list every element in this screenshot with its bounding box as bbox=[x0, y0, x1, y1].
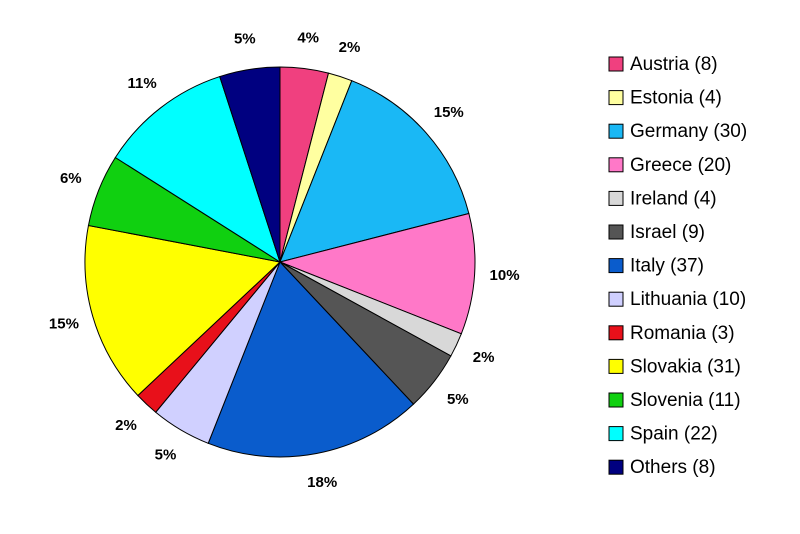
slice-label: 15% bbox=[434, 104, 464, 121]
pie-slice bbox=[114, 75, 281, 264]
legend-swatch bbox=[608, 224, 624, 240]
slice-label: 2% bbox=[115, 417, 137, 434]
slice-label: 2% bbox=[339, 39, 361, 56]
pie-slice bbox=[84, 224, 282, 397]
legend-swatch bbox=[608, 291, 624, 307]
legend-swatch bbox=[608, 459, 624, 475]
legend-label: Slovenia (11) bbox=[630, 390, 741, 411]
legend-swatch bbox=[608, 358, 624, 374]
legend-label: Israel (9) bbox=[630, 222, 705, 243]
slice-label: 5% bbox=[447, 391, 469, 408]
legend-label: Estonia (4) bbox=[630, 88, 722, 109]
slice-label: 2% bbox=[473, 349, 495, 366]
legend-swatch bbox=[608, 258, 624, 274]
slice-label: 5% bbox=[234, 31, 256, 48]
legend-label: Ireland (4) bbox=[630, 188, 717, 209]
slice-label: 5% bbox=[155, 447, 177, 464]
legend-swatch bbox=[608, 123, 624, 139]
legend-swatch bbox=[608, 426, 624, 442]
slice-label: 10% bbox=[490, 267, 520, 284]
legend-label: Spain (22) bbox=[630, 424, 718, 445]
legend-label: Romania (3) bbox=[630, 323, 735, 344]
legend-label: Slovakia (31) bbox=[630, 356, 741, 377]
slice-label: 6% bbox=[60, 170, 82, 187]
legend-swatch bbox=[608, 190, 624, 206]
slice-label: 4% bbox=[297, 30, 319, 47]
legend-label: Greece (20) bbox=[630, 155, 731, 176]
pie-slice bbox=[279, 80, 470, 263]
legend-swatch bbox=[608, 56, 624, 72]
legend-swatch bbox=[608, 90, 624, 106]
pie-slice bbox=[219, 66, 281, 263]
pie-slice bbox=[278, 212, 476, 335]
legend-swatch bbox=[608, 392, 624, 408]
legend-label: Germany (30) bbox=[630, 121, 747, 142]
slice-label: 11% bbox=[127, 75, 156, 92]
legend-label: Austria (8) bbox=[630, 54, 718, 75]
legend-swatch bbox=[608, 325, 624, 341]
legend-label: Others (8) bbox=[630, 457, 716, 478]
slice-label: 15% bbox=[49, 316, 79, 333]
legend-label: Italy (37) bbox=[630, 256, 704, 277]
pie-slice bbox=[207, 261, 415, 458]
legend-label: Lithuania (10) bbox=[630, 289, 746, 310]
slice-label: 18% bbox=[307, 474, 337, 491]
legend-swatch bbox=[608, 157, 624, 173]
